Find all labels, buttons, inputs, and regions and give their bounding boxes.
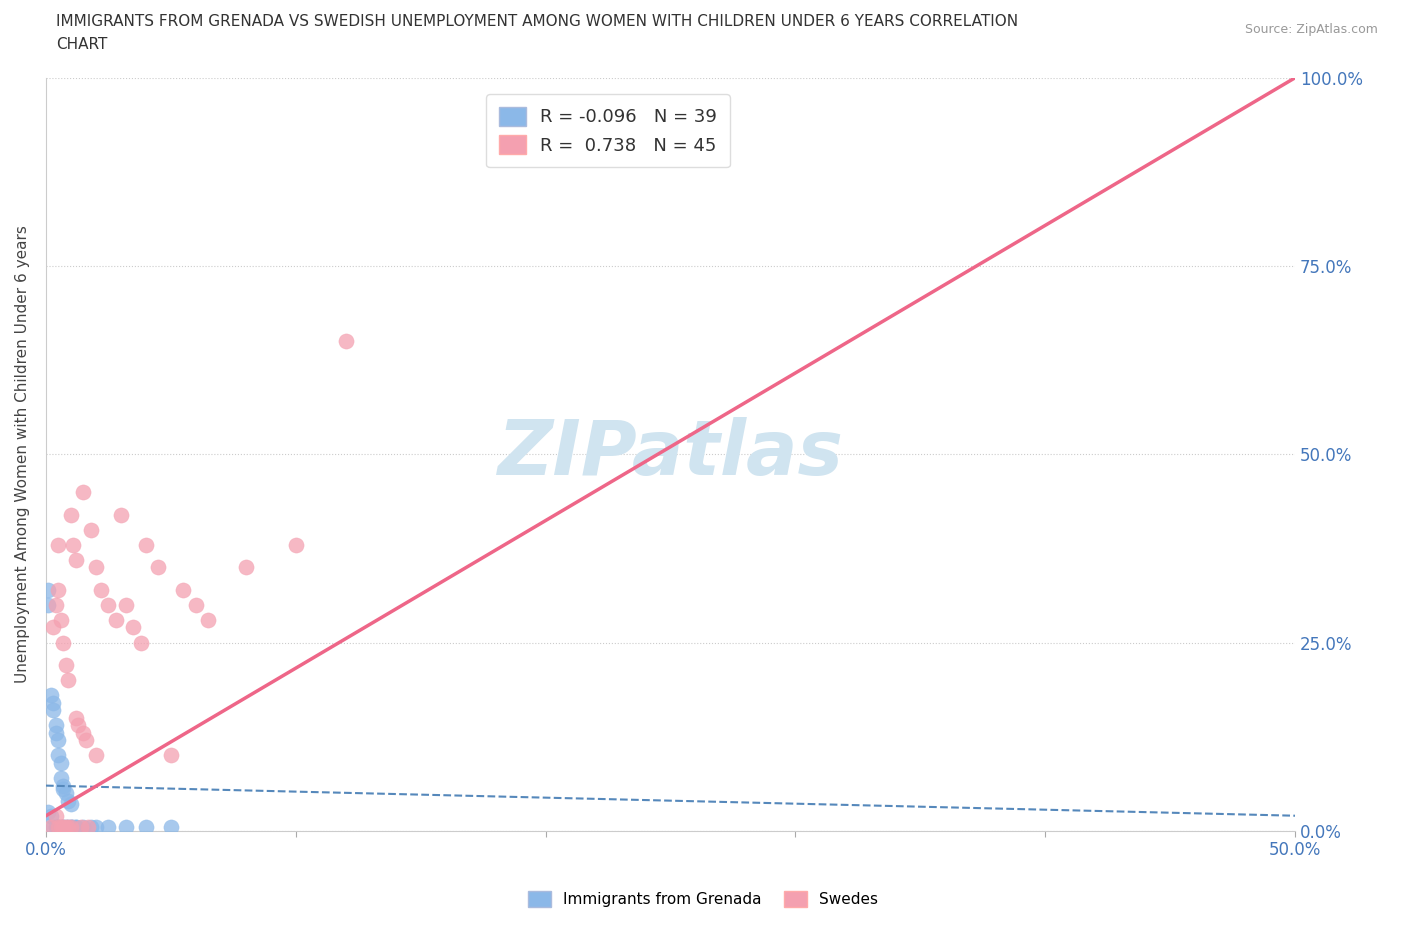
Point [48, 582, 70, 597]
Point [72, 725, 94, 740]
Point [37, 582, 59, 597]
Point [45, 819, 67, 834]
Point [48, 819, 70, 834]
Point [284, 538, 307, 552]
Point [45, 597, 67, 612]
Point [37, 597, 59, 612]
Text: IMMIGRANTS FROM GRENADA VS SWEDISH UNEMPLOYMENT AMONG WOMEN WITH CHILDREN UNDER : IMMIGRANTS FROM GRENADA VS SWEDISH UNEMP… [56, 14, 1018, 29]
Point [39, 808, 62, 823]
Point [55, 819, 77, 834]
Point [45, 808, 67, 823]
Point [59, 819, 82, 834]
Point [97, 819, 120, 834]
Point [75, 733, 97, 748]
Point [52, 819, 75, 834]
Point [65, 819, 87, 834]
Point [80, 522, 103, 537]
Point [45, 725, 67, 740]
Point [110, 507, 132, 522]
Point [72, 485, 94, 499]
Point [59, 819, 82, 834]
Point [160, 748, 183, 763]
Text: ZIPatlas: ZIPatlas [498, 418, 844, 491]
Point [49, 771, 72, 786]
Point [135, 538, 157, 552]
Point [52, 819, 75, 834]
Point [48, 819, 70, 834]
Point [39, 819, 62, 834]
Point [197, 613, 219, 628]
Point [135, 819, 157, 834]
Point [65, 552, 87, 567]
Point [104, 613, 127, 628]
Point [122, 620, 145, 635]
Point [77, 819, 100, 834]
Point [37, 804, 59, 819]
Point [335, 334, 357, 349]
Point [172, 582, 194, 597]
Point [55, 786, 77, 801]
Point [97, 597, 120, 612]
Point [58, 793, 80, 808]
Point [65, 711, 87, 725]
Point [70, 819, 93, 834]
Point [42, 620, 65, 635]
Point [115, 597, 138, 612]
Point [72, 819, 94, 834]
Point [67, 718, 90, 733]
Point [65, 819, 87, 834]
Y-axis label: Unemployment Among Women with Children Under 6 years: Unemployment Among Women with Children U… [15, 225, 30, 684]
Point [49, 819, 72, 834]
Point [59, 819, 82, 834]
Point [84, 560, 107, 575]
Point [160, 819, 183, 834]
Point [55, 658, 77, 672]
Point [62, 538, 84, 552]
Point [39, 688, 62, 703]
Point [235, 560, 257, 575]
Point [59, 797, 82, 812]
Point [58, 819, 80, 834]
Point [62, 819, 84, 834]
Point [84, 819, 107, 834]
Point [42, 819, 65, 834]
Point [58, 819, 80, 834]
Point [129, 635, 152, 650]
Point [52, 635, 75, 650]
Point [55, 819, 77, 834]
Point [58, 672, 80, 687]
Text: Source: ZipAtlas.com: Source: ZipAtlas.com [1244, 23, 1378, 36]
Point [59, 507, 82, 522]
Point [49, 819, 72, 834]
Point [48, 538, 70, 552]
Legend: Immigrants from Grenada, Swedes: Immigrants from Grenada, Swedes [522, 884, 884, 913]
Legend: R = -0.096   N = 39, R =  0.738   N = 45: R = -0.096 N = 39, R = 0.738 N = 45 [486, 94, 730, 167]
Point [45, 718, 67, 733]
Point [52, 778, 75, 793]
Point [52, 819, 75, 834]
Point [48, 748, 70, 763]
Point [42, 696, 65, 711]
Point [48, 733, 70, 748]
Point [52, 782, 75, 797]
Point [48, 819, 70, 834]
Point [84, 748, 107, 763]
Point [115, 819, 138, 834]
Point [80, 819, 103, 834]
Point [42, 703, 65, 718]
Point [49, 613, 72, 628]
Point [49, 755, 72, 770]
Point [184, 597, 207, 612]
Text: CHART: CHART [56, 37, 108, 52]
Point [90, 582, 112, 597]
Point [148, 560, 170, 575]
